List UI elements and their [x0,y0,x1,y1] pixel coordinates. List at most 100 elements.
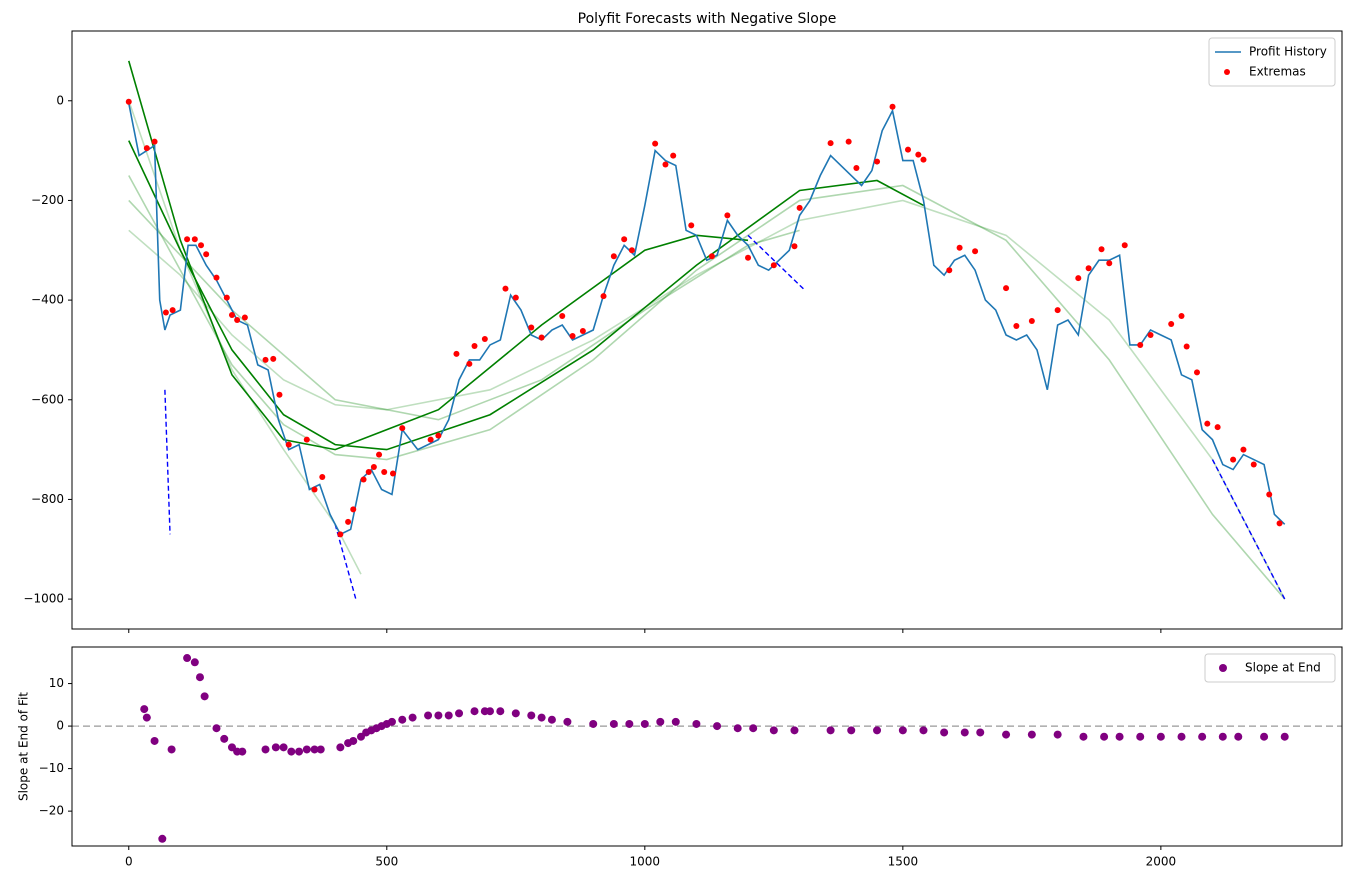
point [220,734,229,743]
point [946,267,953,274]
point [688,222,695,229]
y-tick-label: 10 [49,676,64,690]
point [652,140,659,147]
point [1230,456,1237,463]
point [276,391,283,398]
point [311,486,318,493]
point [191,236,198,243]
point [387,717,396,726]
point [1156,732,1165,741]
point [435,432,442,439]
point [1204,420,1211,427]
point [853,165,860,172]
point [745,254,752,261]
point [1054,307,1061,314]
point [1003,285,1010,292]
point [670,152,677,159]
point [389,470,396,477]
point [466,360,473,367]
fit-line [128,140,924,451]
point [427,436,434,443]
point [563,717,572,726]
point [399,425,406,432]
point [125,98,132,105]
x-tick-label: 1500 [888,855,919,869]
legend-label: Slope at End [1245,661,1321,675]
point [261,745,270,754]
point [455,709,464,718]
point [625,719,634,728]
fit-line [128,175,1286,600]
point [527,711,536,720]
point [271,743,280,752]
point [692,719,701,728]
y-tick-label: 0 [56,93,64,107]
point [770,262,777,269]
point [365,469,372,476]
point [662,161,669,168]
point [589,719,598,728]
point [579,327,586,334]
point [559,313,566,320]
fit-line [1211,459,1286,600]
y-tick-label: −200 [31,193,64,207]
point [1027,730,1036,739]
point [956,244,963,251]
point [600,293,607,300]
point [628,247,635,254]
point [1147,331,1154,338]
point [1100,732,1109,741]
point [1276,520,1283,527]
point [1137,341,1144,348]
point [302,745,311,754]
point [1053,730,1062,739]
x-tick-label: 2000 [1146,855,1177,869]
point [1168,321,1175,328]
point [376,451,383,458]
fit-line [164,389,171,535]
point [898,726,907,735]
fit-line [128,199,800,421]
point [1106,260,1113,267]
legend-label: Profit History [1249,45,1327,59]
point [874,158,881,165]
point [610,253,617,260]
legend-marker [1219,664,1227,672]
point [319,474,326,481]
point [1013,323,1020,330]
point [656,717,665,726]
axes: Slope at End of Fit 10 0 −10 −20 0 500 1000 1500… [17,646,1343,869]
x-tick-label: 0 [125,855,133,869]
point [621,236,628,243]
legend-label: Extremas [1249,65,1306,79]
point [158,834,167,843]
point [212,724,221,733]
chart-title: Polyfit Forecasts with Negative Slope [578,11,837,27]
point [203,251,210,258]
point [1240,446,1247,453]
point [1266,491,1273,498]
point [791,243,798,250]
point [1177,732,1186,741]
point [708,253,715,260]
point [481,335,488,342]
point [228,312,235,319]
point [424,711,433,720]
point [847,726,856,735]
point [512,294,519,301]
point [1260,732,1269,741]
point [213,274,220,281]
point [733,724,742,733]
y-tick-label: 0 [56,719,64,733]
point [1234,732,1243,741]
y-tick-label: −600 [31,392,64,406]
point [1214,424,1221,431]
point [143,145,150,152]
point [511,709,520,718]
point [1085,265,1092,272]
point [453,350,460,357]
point [1079,732,1088,741]
point [873,726,882,735]
point [1178,313,1185,320]
point [1136,732,1145,741]
